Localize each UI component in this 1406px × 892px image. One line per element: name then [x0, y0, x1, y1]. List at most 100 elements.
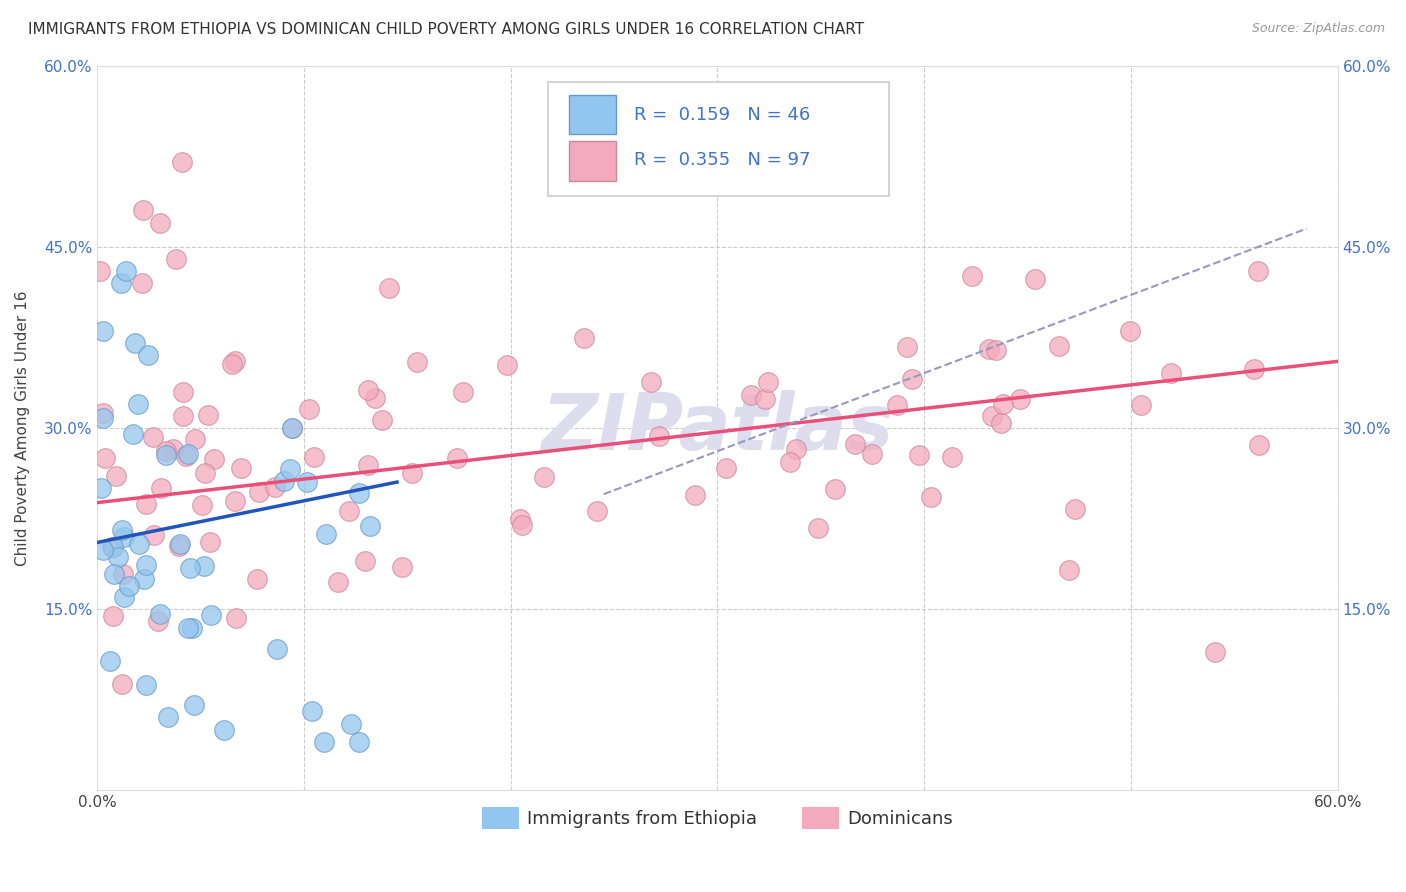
Point	[122, 426, 145, 441]
Point	[340, 716, 363, 731]
Point	[347, 485, 370, 500]
Point	[364, 392, 387, 406]
Point	[183, 698, 205, 713]
Point	[183, 432, 205, 446]
Text: ZIPatlas: ZIPatlas	[541, 390, 894, 466]
Point	[446, 450, 468, 465]
Point	[354, 553, 377, 567]
Point	[177, 447, 200, 461]
Point	[179, 561, 201, 575]
Point	[231, 460, 253, 475]
Point	[844, 437, 866, 451]
Point	[128, 537, 150, 551]
Point	[740, 388, 762, 402]
Point	[194, 466, 217, 480]
Point	[142, 429, 165, 443]
Text: R =  0.355   N = 97: R = 0.355 N = 97	[634, 152, 811, 169]
Point	[860, 447, 883, 461]
Point	[134, 572, 156, 586]
Point	[1243, 362, 1265, 376]
Point	[191, 498, 214, 512]
Point	[824, 482, 846, 496]
Point	[165, 252, 187, 266]
Point	[281, 420, 304, 434]
Point	[685, 488, 707, 502]
Point	[1008, 392, 1031, 406]
Point	[111, 523, 134, 537]
Point	[169, 537, 191, 551]
Point	[221, 357, 243, 371]
Point	[496, 358, 519, 372]
Point	[754, 392, 776, 406]
Point	[118, 579, 141, 593]
Point	[149, 481, 172, 495]
Point	[301, 705, 323, 719]
Point	[91, 410, 114, 425]
Point	[197, 409, 219, 423]
Point	[273, 474, 295, 488]
Point	[111, 567, 134, 582]
Point	[986, 343, 1008, 357]
Point	[807, 521, 830, 535]
Point	[640, 375, 662, 389]
Point	[406, 354, 429, 368]
Point	[134, 558, 156, 572]
Point	[349, 734, 371, 748]
Point	[1249, 438, 1271, 452]
Point	[326, 574, 349, 589]
Point	[124, 336, 146, 351]
Point	[246, 572, 269, 586]
Point	[105, 469, 128, 483]
Point	[90, 481, 112, 495]
Point	[1119, 325, 1142, 339]
Point	[1024, 272, 1046, 286]
Point	[94, 450, 117, 465]
Point	[172, 384, 194, 399]
Point	[1204, 645, 1226, 659]
Point	[960, 269, 983, 284]
Point	[371, 413, 394, 427]
Point	[200, 607, 222, 622]
Point	[298, 402, 321, 417]
Point	[111, 676, 134, 690]
Point	[315, 527, 337, 541]
Point	[212, 723, 235, 737]
Point	[1246, 264, 1268, 278]
Point	[1129, 398, 1152, 412]
Point	[156, 710, 179, 724]
Point	[167, 539, 190, 553]
Point	[901, 372, 924, 386]
Point	[264, 480, 287, 494]
Point	[155, 444, 177, 458]
Point	[155, 448, 177, 462]
Point	[451, 384, 474, 399]
Point	[1160, 366, 1182, 380]
Point	[337, 503, 360, 517]
Point	[785, 442, 807, 456]
Point	[1064, 501, 1087, 516]
Point	[314, 734, 336, 748]
Point	[979, 342, 1001, 356]
Point	[110, 276, 132, 290]
Point	[716, 460, 738, 475]
Point	[91, 406, 114, 420]
Point	[162, 442, 184, 456]
Point	[89, 264, 111, 278]
Point	[101, 608, 124, 623]
Point	[143, 527, 166, 541]
Point	[224, 494, 246, 508]
FancyBboxPatch shape	[568, 95, 616, 135]
Point	[198, 535, 221, 549]
Point	[278, 462, 301, 476]
Point	[304, 450, 326, 464]
Point	[135, 497, 157, 511]
Point	[149, 215, 172, 229]
Point	[176, 621, 198, 635]
Point	[174, 449, 197, 463]
Point	[146, 615, 169, 629]
Point	[941, 450, 963, 464]
Point	[266, 642, 288, 657]
Point	[908, 448, 931, 462]
Point	[181, 621, 204, 635]
Point	[149, 607, 172, 622]
